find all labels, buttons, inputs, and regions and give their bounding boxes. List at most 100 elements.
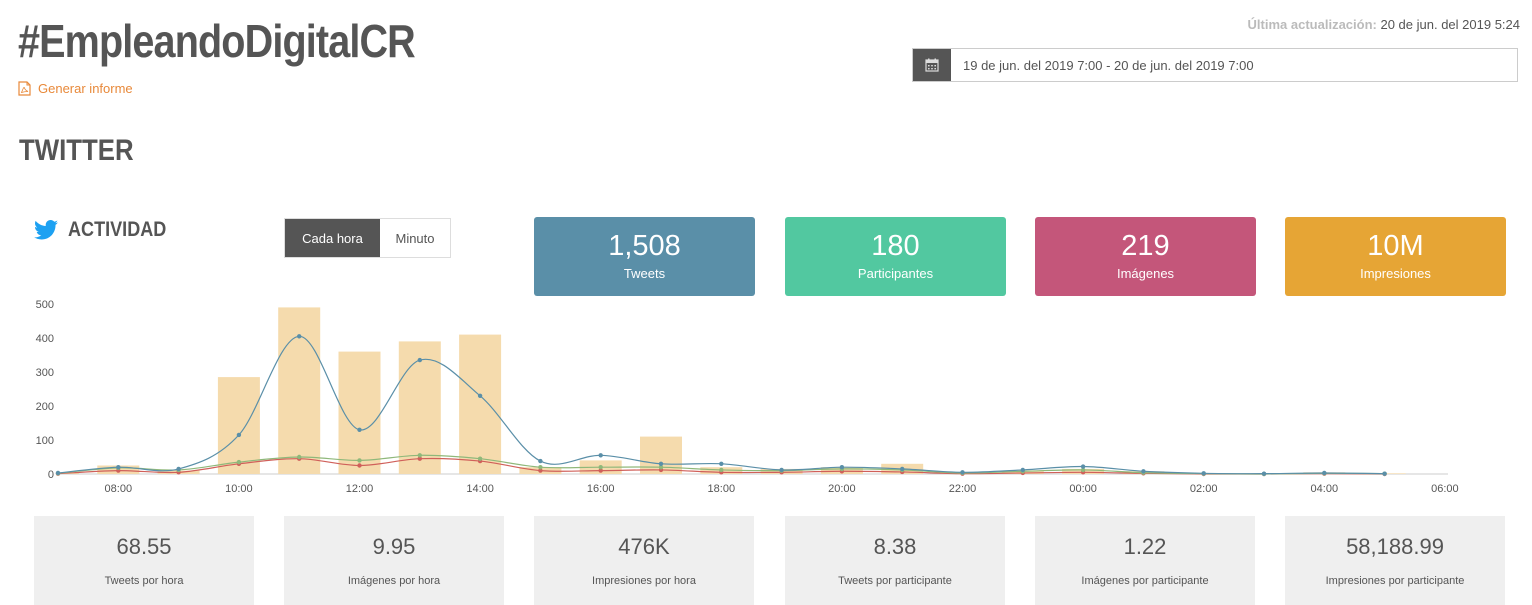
y-tick-label: 0 [48, 469, 54, 481]
x-tick-label: 04:00 [1311, 483, 1339, 495]
section-title: TWITTER [19, 134, 134, 167]
metric-label: Imágenes por participante [1081, 575, 1209, 587]
metric-tweets-per-hour: 68.55 Tweets por hora [34, 516, 254, 605]
chart-bar [338, 351, 381, 474]
metric-label: Tweets por hora [104, 575, 184, 587]
y-tick-label: 400 [36, 333, 54, 345]
metric-value: 68.55 [116, 534, 172, 559]
series-point [477, 456, 483, 461]
chart-bar [217, 377, 260, 474]
series-point [839, 465, 845, 470]
metric-label: Imágenes por hora [347, 575, 441, 587]
series-point [417, 357, 422, 363]
metric-value: 9.95 [372, 534, 416, 559]
calendar-icon [925, 58, 939, 72]
series-point [960, 470, 965, 475]
metric-label: Tweets por participante [838, 575, 952, 587]
chart-bar [459, 334, 502, 474]
series-point [236, 432, 242, 438]
stat-card-impressions: 10M Impresiones [1285, 217, 1506, 296]
series-point [1080, 467, 1086, 473]
stat-card-images: 219 Imágenes [1035, 217, 1256, 296]
metric-value: 58,188.99 [1346, 534, 1444, 559]
x-tick-label: 20:00 [828, 483, 856, 495]
x-tick-label: 00:00 [1069, 483, 1097, 495]
stat-label: Impresiones [1360, 266, 1431, 281]
metric-label: Impresiones por participante [1325, 575, 1465, 587]
metric-value: 8.38 [873, 534, 917, 559]
series-point [719, 461, 724, 466]
stat-label: Participantes [857, 266, 934, 281]
activity-header: ACTIVIDAD [34, 218, 182, 242]
y-tick-label: 100 [36, 435, 54, 447]
chart-bar [278, 307, 321, 474]
series-point [357, 427, 362, 432]
series-point [719, 467, 724, 473]
series-point [538, 465, 543, 470]
metric-impressions-per-participant: 58,188.99 Impresiones por participante [1285, 516, 1505, 605]
stat-value: 180 [871, 230, 920, 262]
pdf-file-icon [18, 81, 31, 96]
date-range-input[interactable]: 19 de jun. del 2019 7:00 - 20 de jun. de… [963, 57, 1254, 73]
activity-chart: 0 100 200 300 400 500 08:00 10:00 12:00 14:00 16:0… [36, 299, 1459, 495]
x-tick-label: 12:00 [346, 483, 374, 495]
x-tick-label: 10:00 [225, 483, 253, 495]
series-point [658, 461, 664, 466]
x-tick-label: 06:00 [1431, 483, 1459, 495]
interval-toggle: Cada hora Minuto [284, 218, 451, 258]
series-point [598, 468, 603, 473]
metric-value: 476K [618, 534, 670, 559]
x-tick-label: 18:00 [708, 483, 736, 495]
last-update-label: Última actualización: [1247, 17, 1377, 32]
series-point [1201, 471, 1206, 476]
series-point [116, 465, 121, 470]
series-point [176, 466, 181, 472]
page-title: #EmpleandoDigitalCR [18, 15, 416, 67]
calendar-icon-box[interactable] [913, 49, 951, 81]
metric-label: Impresiones por hora [592, 575, 696, 587]
date-range-picker[interactable]: 19 de jun. del 2019 7:00 - 20 de jun. de… [912, 48, 1518, 82]
metric-impressions-per-hour: 476K Impresiones por hora [534, 516, 754, 605]
series-point [538, 458, 543, 464]
stat-value: 219 [1121, 230, 1170, 262]
series-point [1322, 470, 1327, 476]
generate-report-label: Generar informe [38, 81, 133, 96]
y-tick-label: 500 [36, 299, 54, 311]
metric-value: 1.22 [1123, 534, 1167, 559]
series-point [1261, 471, 1267, 476]
series-point [417, 456, 422, 461]
stat-card-tweets: 1,508 Tweets [534, 217, 755, 296]
last-update: Última actualización: 20 de jun. del 201… [1248, 17, 1520, 32]
series-point [1080, 464, 1086, 469]
stat-value: 10M [1367, 230, 1424, 262]
x-tick-label: 16:00 [587, 483, 615, 495]
series-point [1020, 467, 1025, 473]
activity-label: ACTIVIDAD [68, 218, 167, 241]
series-point [55, 470, 61, 476]
series-point [236, 459, 242, 465]
series-point [538, 468, 543, 473]
series-point [779, 467, 784, 473]
series-point [1382, 471, 1387, 476]
series-point [598, 453, 603, 458]
hourly-toggle-button[interactable]: Cada hora [285, 219, 380, 257]
series-point [900, 466, 905, 472]
x-tick-label: 02:00 [1190, 483, 1218, 495]
stat-label: Imágenes [1116, 266, 1175, 281]
y-tick-label: 200 [36, 401, 54, 413]
series-point [658, 465, 664, 470]
x-tick-label: 14:00 [466, 483, 494, 495]
x-tick-label: 08:00 [105, 483, 133, 495]
minute-toggle-button[interactable]: Minuto [380, 219, 450, 257]
metric-images-per-participant: 1.22 Imágenes por participante [1035, 516, 1255, 605]
series-point [417, 453, 422, 458]
twitter-bird-icon [34, 220, 58, 240]
x-tick-label: 22:00 [949, 483, 977, 495]
stat-value: 1,508 [608, 230, 681, 262]
series-point [297, 334, 302, 339]
series-point [1141, 469, 1146, 474]
generate-report-link[interactable]: Generar informe [18, 81, 133, 96]
stat-label: Tweets [623, 266, 666, 281]
stat-card-participants: 180 Participantes [785, 217, 1006, 296]
chart-bar [398, 341, 441, 474]
